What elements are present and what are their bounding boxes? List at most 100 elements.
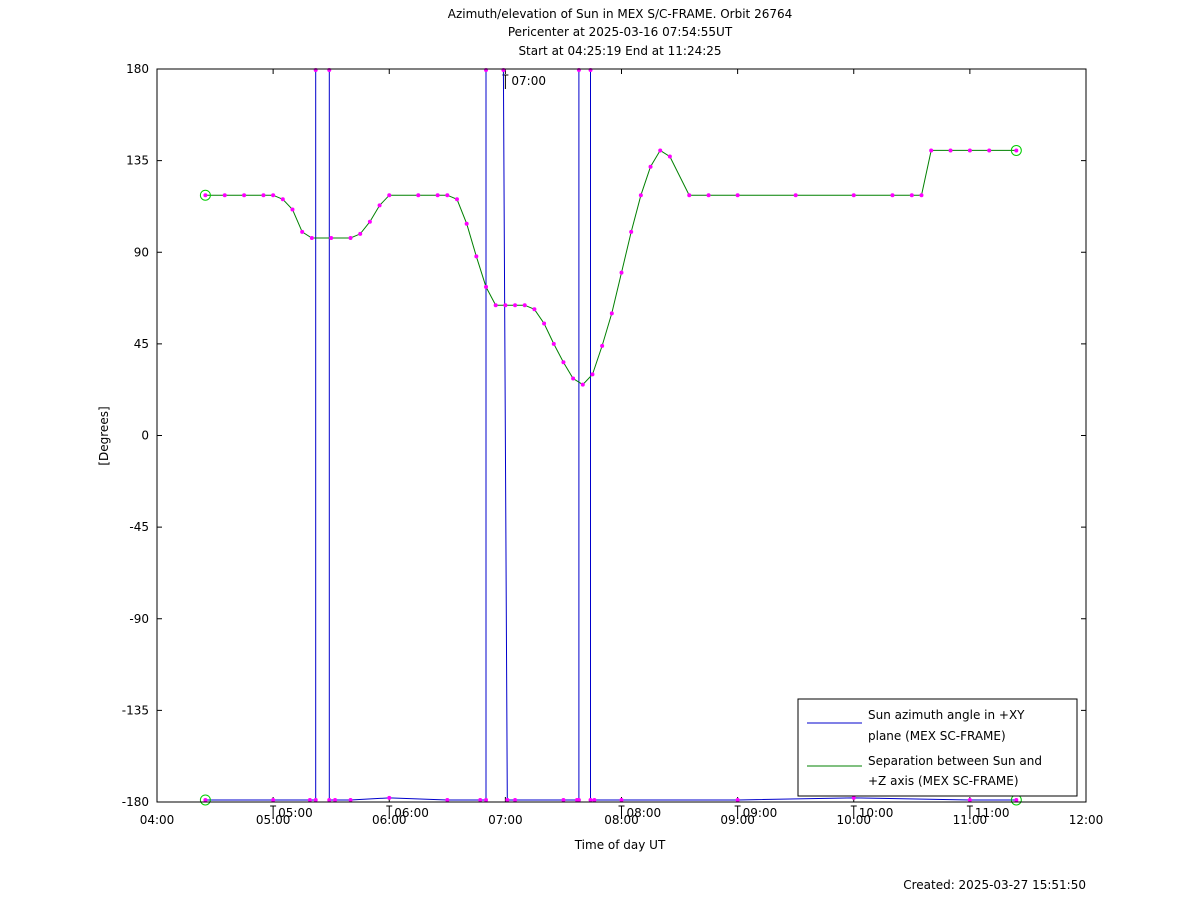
sample-point <box>307 797 312 802</box>
y-axis: 180 135 90 45 0 -45 -90 -135 -180 <box>122 62 1086 809</box>
sample-point <box>300 229 305 234</box>
sample-point <box>203 193 208 198</box>
legend-label-azimuth-1: Sun azimuth angle in +XY <box>868 708 1025 722</box>
x-tick-label: 11:00 <box>953 813 988 827</box>
hour-markers: 05:00 06:00 07:00 08:00 09:00 10:00 11:00 <box>270 74 1009 820</box>
chart-title: Azimuth/elevation of Sun in MEX S/C-FRAM… <box>448 7 793 21</box>
legend: Sun azimuth angle in +XY plane (MEX SC-F… <box>797 698 1078 797</box>
sample-point <box>513 797 518 802</box>
chart-subtitle-2: Start at 04:25:19 End at 11:24:25 <box>518 44 721 58</box>
sample-point <box>851 193 856 198</box>
sample-point <box>474 254 479 259</box>
y-tick-label: -45 <box>129 520 149 534</box>
sample-point <box>706 193 711 198</box>
sample-point <box>532 307 537 312</box>
sample-point <box>387 795 392 800</box>
sample-point <box>416 193 421 198</box>
sample-point <box>580 382 585 387</box>
sample-point <box>658 148 663 153</box>
sample-point <box>629 229 634 234</box>
sample-point <box>909 193 914 198</box>
sample-point <box>242 193 247 198</box>
sample-point <box>919 193 924 198</box>
sample-point <box>484 284 489 289</box>
sample-point <box>576 797 581 802</box>
x-axis-label: Time of day UT <box>574 838 666 852</box>
sample-point <box>313 797 318 802</box>
sample-point <box>329 235 334 240</box>
sample-point <box>648 164 653 169</box>
sample-point <box>561 797 566 802</box>
start-end-marker <box>199 794 211 806</box>
legend-label-azimuth-2: plane (MEX SC-FRAME) <box>868 729 1006 743</box>
sample-point <box>445 193 450 198</box>
sample-point <box>203 797 208 802</box>
sample-point <box>333 797 338 802</box>
sample-point <box>571 376 576 381</box>
sample-point <box>493 303 498 308</box>
sample-point <box>687 193 692 198</box>
y-tick-label: 0 <box>141 429 149 443</box>
sample-point <box>619 797 624 802</box>
y-axis-label: [Degrees] <box>97 406 111 465</box>
sample-point <box>1014 797 1019 802</box>
sample-point <box>513 303 518 308</box>
sample-point <box>588 797 593 802</box>
sample-point <box>522 303 527 308</box>
x-tick-label: 09:00 <box>720 813 755 827</box>
y-tick-label: 45 <box>134 337 149 351</box>
hour-marker-label: 08:00 <box>627 806 662 820</box>
start-end-marker <box>199 189 211 201</box>
sample-point <box>367 219 372 224</box>
legend-box <box>797 698 1078 797</box>
sample-point <box>600 343 605 348</box>
series-line-1 <box>205 149 1017 386</box>
x-tick-label: 07:00 <box>488 813 523 827</box>
sample-point <box>377 203 382 208</box>
x-tick-label: 06:00 <box>372 813 407 827</box>
legend-label-separation-1: Separation between Sun and <box>868 754 1042 768</box>
sample-point <box>793 193 798 198</box>
sample-point <box>929 148 934 153</box>
x-tick-label: 08:00 <box>604 813 639 827</box>
sample-point <box>280 197 285 202</box>
sample-point <box>735 797 740 802</box>
sample-point <box>542 321 547 326</box>
sample-point <box>609 311 614 316</box>
sample-point <box>987 148 992 153</box>
hour-marker-label: 07:00 <box>511 74 546 88</box>
sample-point <box>592 797 597 802</box>
sample-point <box>551 341 556 346</box>
y-tick-label: -180 <box>122 795 149 809</box>
y-tick-label: 180 <box>126 62 149 76</box>
sample-point <box>348 235 353 240</box>
sample-point <box>1014 148 1019 153</box>
sample-point <box>454 197 459 202</box>
sample-point <box>271 193 276 198</box>
start-end-marker <box>1010 144 1022 156</box>
sample-point <box>967 148 972 153</box>
sample-point <box>261 193 266 198</box>
x-tick-label: 05:00 <box>256 813 291 827</box>
sample-point <box>890 193 895 198</box>
sample-point <box>290 207 295 212</box>
sample-point <box>309 235 314 240</box>
sample-point <box>484 797 489 802</box>
x-axis: 04:00 05:00 06:00 07:00 08:00 09:00 10:00 11:00… <box>140 69 1103 827</box>
x-tick-label: 10:00 <box>836 813 871 827</box>
sample-point <box>271 797 276 802</box>
sample-point <box>222 193 227 198</box>
sample-point <box>478 797 483 802</box>
sample-point <box>387 193 392 198</box>
sample-point <box>505 797 510 802</box>
sample-point <box>619 270 624 275</box>
created-timestamp: Created: 2025-03-27 15:51:50 <box>903 878 1086 892</box>
sample-point <box>667 154 672 159</box>
sample-point <box>590 372 595 377</box>
hour-marker-label: 05:00 <box>278 806 313 820</box>
sample-point <box>348 797 353 802</box>
sample-point <box>561 360 566 365</box>
sample-point <box>435 193 440 198</box>
chart-subtitle-1: Pericenter at 2025-03-16 07:54:55UT <box>508 25 733 39</box>
sample-point <box>735 193 740 198</box>
